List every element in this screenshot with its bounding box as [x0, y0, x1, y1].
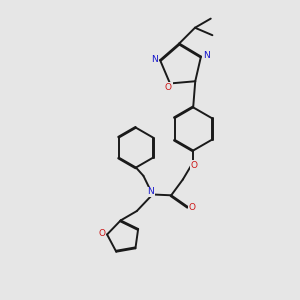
Text: O: O [190, 161, 197, 170]
Text: N: N [151, 55, 158, 64]
Text: N: N [148, 188, 154, 196]
Text: O: O [165, 83, 172, 92]
Text: O: O [188, 203, 195, 212]
Text: O: O [99, 229, 106, 238]
Text: N: N [203, 51, 210, 60]
